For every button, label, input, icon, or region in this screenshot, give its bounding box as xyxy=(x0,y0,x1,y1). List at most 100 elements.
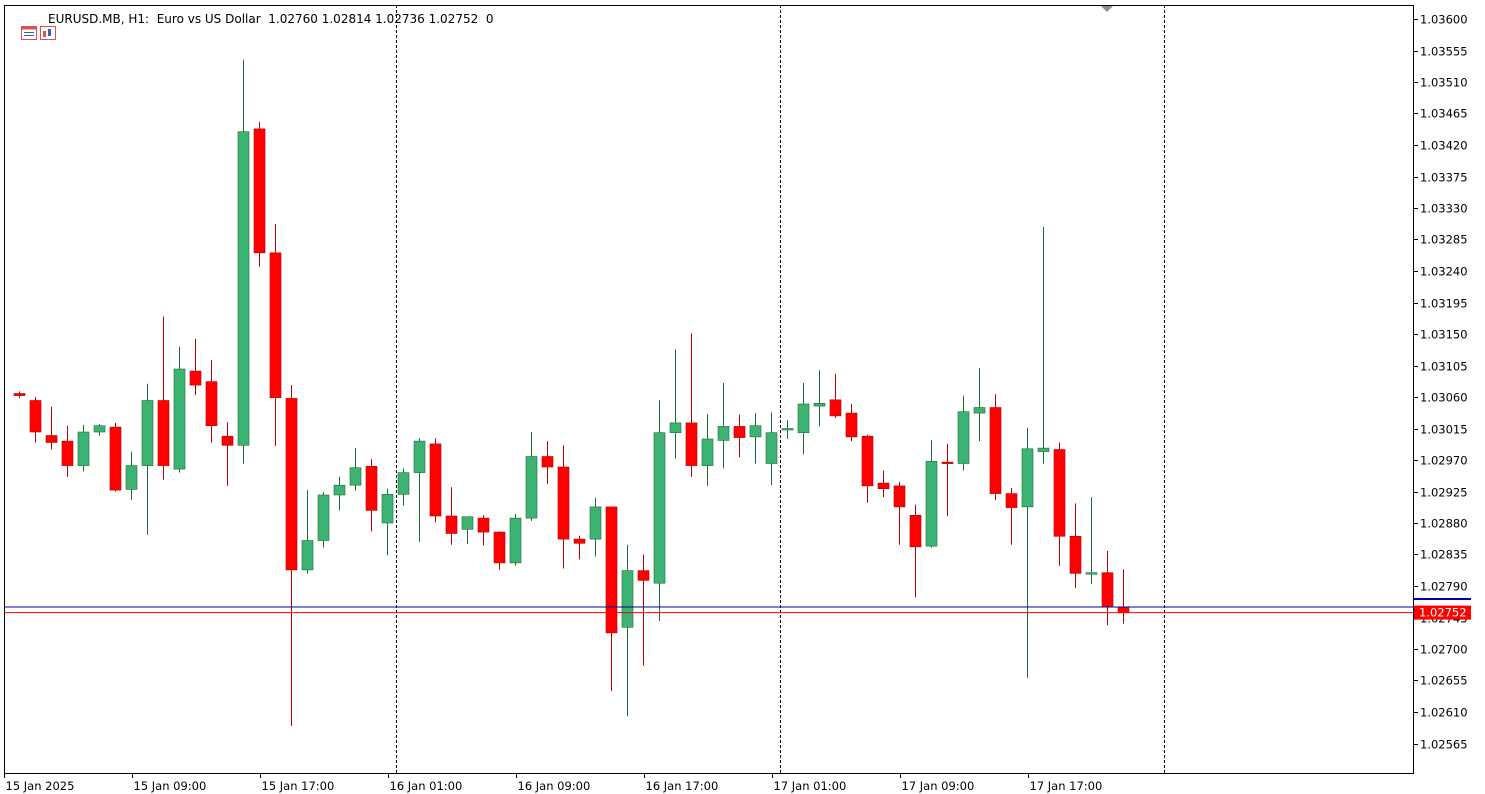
y-tick-label: 1.03375 xyxy=(1420,171,1468,185)
candle[interactable] xyxy=(125,451,138,500)
candle-body xyxy=(893,485,906,508)
candle[interactable] xyxy=(365,459,378,532)
y-tick-label: 1.03465 xyxy=(1420,107,1468,121)
candle[interactable] xyxy=(669,349,682,459)
candle[interactable] xyxy=(1117,569,1130,624)
symbol-description: Euro vs US Dollar xyxy=(156,12,261,26)
candle[interactable] xyxy=(541,441,554,484)
candle-body xyxy=(845,412,858,438)
candle[interactable] xyxy=(13,391,26,398)
candle[interactable] xyxy=(605,506,618,691)
candle-body xyxy=(781,428,794,431)
candle[interactable] xyxy=(253,121,266,267)
candle[interactable] xyxy=(781,420,794,439)
scroll-marker-icon[interactable] xyxy=(1101,6,1113,12)
candle[interactable] xyxy=(189,338,202,395)
candle[interactable] xyxy=(205,359,218,443)
candle-body xyxy=(925,461,938,547)
candle[interactable] xyxy=(45,406,58,450)
candle[interactable] xyxy=(285,385,298,726)
candle-body xyxy=(301,540,314,571)
candle-body xyxy=(13,393,26,396)
candle[interactable] xyxy=(29,397,42,443)
candle[interactable] xyxy=(557,445,570,569)
candle[interactable] xyxy=(525,432,538,521)
candle[interactable] xyxy=(157,316,170,480)
candle[interactable] xyxy=(797,383,810,455)
candle-body xyxy=(989,407,1002,494)
price-axis[interactable]: 1.03600 1.03555 1.03510 1.03465 1.03420 1.033… xyxy=(1413,13,1468,752)
window-list-icon[interactable] xyxy=(6,12,38,40)
candle[interactable] xyxy=(445,487,458,545)
candle[interactable] xyxy=(685,333,698,477)
candle-body xyxy=(93,425,106,433)
candle[interactable] xyxy=(429,438,442,523)
candle[interactable] xyxy=(717,383,730,469)
candle[interactable] xyxy=(349,448,362,491)
candle[interactable] xyxy=(973,368,986,442)
candle[interactable] xyxy=(61,425,74,477)
candle[interactable] xyxy=(893,481,906,545)
candle-body xyxy=(1117,606,1130,613)
candle[interactable] xyxy=(237,59,250,464)
y-tick-label: 1.02880 xyxy=(1420,517,1468,531)
candle[interactable] xyxy=(813,370,826,427)
candle[interactable] xyxy=(829,373,842,418)
y-tick-label: 1.03105 xyxy=(1420,360,1468,374)
candle[interactable] xyxy=(653,400,666,622)
candle[interactable] xyxy=(1101,551,1114,626)
y-tick-label: 1.03330 xyxy=(1420,202,1468,216)
time-axis[interactable]: 15 Jan 2025 15 Jan 09:00 15 Jan 17:00 16 Ja… xyxy=(4,773,1103,793)
candle[interactable] xyxy=(877,470,890,498)
candle[interactable] xyxy=(589,497,602,557)
candle[interactable] xyxy=(765,412,778,486)
candle[interactable] xyxy=(941,443,954,516)
candle[interactable] xyxy=(701,413,714,486)
candle[interactable] xyxy=(637,554,650,666)
candle[interactable] xyxy=(413,438,426,542)
candle[interactable] xyxy=(221,422,234,486)
candle[interactable] xyxy=(301,490,314,574)
candle[interactable] xyxy=(461,516,474,544)
candle[interactable] xyxy=(333,476,346,511)
x-tick-label: 17 Jan 01:00 xyxy=(774,779,847,793)
candle[interactable] xyxy=(397,468,410,506)
candle[interactable] xyxy=(509,513,522,566)
candle-body xyxy=(1085,572,1098,575)
candle[interactable] xyxy=(989,394,1002,500)
candle[interactable] xyxy=(1021,427,1034,678)
candle[interactable] xyxy=(1005,488,1018,545)
candle-body xyxy=(509,517,522,564)
candle[interactable] xyxy=(1085,497,1098,584)
chart-frame xyxy=(4,5,1414,774)
price-lines xyxy=(4,606,1413,614)
candle[interactable] xyxy=(925,440,938,548)
y-tick-label: 1.03420 xyxy=(1420,139,1468,153)
candle-body xyxy=(701,438,714,466)
candle[interactable] xyxy=(845,404,858,442)
candle[interactable] xyxy=(381,488,394,556)
candle[interactable] xyxy=(957,395,970,471)
candle[interactable] xyxy=(109,422,122,492)
ask-tag-edge xyxy=(1414,598,1471,600)
candle[interactable] xyxy=(93,424,106,436)
candle[interactable] xyxy=(477,515,490,546)
candle[interactable] xyxy=(621,544,634,717)
chart-properties-icon[interactable] xyxy=(25,12,57,40)
candle[interactable] xyxy=(141,383,154,535)
candle[interactable] xyxy=(1069,503,1082,589)
candle[interactable] xyxy=(77,425,90,472)
candle[interactable] xyxy=(909,504,922,598)
candle-body xyxy=(685,422,698,466)
candle[interactable] xyxy=(493,531,506,570)
candle[interactable] xyxy=(1037,226,1050,464)
candle[interactable] xyxy=(733,414,746,458)
candle[interactable] xyxy=(573,535,586,560)
candle[interactable] xyxy=(317,492,330,548)
candle[interactable] xyxy=(269,224,282,446)
candle[interactable] xyxy=(749,413,762,464)
candle[interactable] xyxy=(1053,442,1066,566)
candle[interactable] xyxy=(861,434,874,503)
candle[interactable] xyxy=(173,346,186,473)
